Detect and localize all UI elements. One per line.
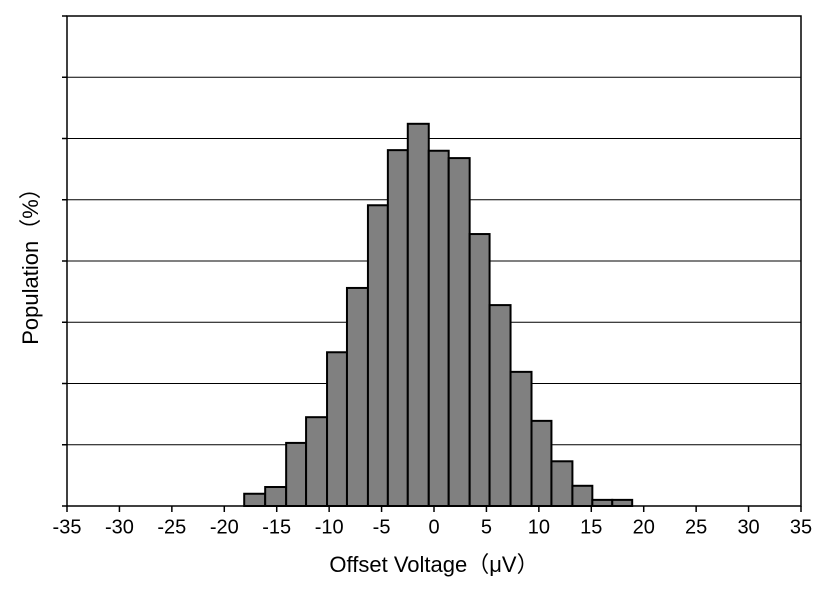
bar bbox=[366, 204, 389, 507]
x-tick-label: -30 bbox=[105, 516, 134, 538]
x-tick-label: 0 bbox=[428, 516, 439, 538]
bar bbox=[285, 441, 308, 508]
x-tick-label: -35 bbox=[53, 516, 82, 538]
x-tick-label: -10 bbox=[315, 516, 344, 538]
x-tick-label: 5 bbox=[481, 516, 492, 538]
bar bbox=[611, 498, 634, 507]
bar bbox=[488, 304, 512, 507]
bar bbox=[447, 157, 471, 507]
bar bbox=[243, 492, 267, 507]
x-tick-label: -25 bbox=[157, 516, 186, 538]
x-tick-label: -20 bbox=[210, 516, 239, 538]
bar bbox=[509, 370, 533, 507]
bar bbox=[386, 149, 409, 507]
x-axis-label: Offset Voltage（μV） bbox=[329, 552, 538, 577]
bar bbox=[345, 286, 369, 508]
bar bbox=[427, 149, 450, 507]
x-tick-label: 15 bbox=[580, 516, 602, 538]
bar bbox=[468, 233, 491, 508]
y-axis-label: Population（%） bbox=[18, 177, 43, 345]
x-tick-label: -15 bbox=[262, 516, 291, 538]
x-tick-label: 20 bbox=[633, 516, 655, 538]
bar bbox=[305, 416, 329, 507]
x-tick-label: 35 bbox=[790, 516, 812, 538]
x-tick-label: 10 bbox=[528, 516, 550, 538]
bar bbox=[264, 486, 288, 508]
bar bbox=[571, 484, 594, 508]
x-tick-label: 25 bbox=[685, 516, 707, 538]
x-tick-label: 30 bbox=[737, 516, 759, 538]
bar bbox=[530, 419, 553, 507]
x-tick-label: -5 bbox=[373, 516, 391, 538]
bar bbox=[406, 122, 430, 508]
bar bbox=[326, 351, 348, 508]
bar bbox=[550, 460, 574, 508]
bar bbox=[591, 498, 614, 507]
